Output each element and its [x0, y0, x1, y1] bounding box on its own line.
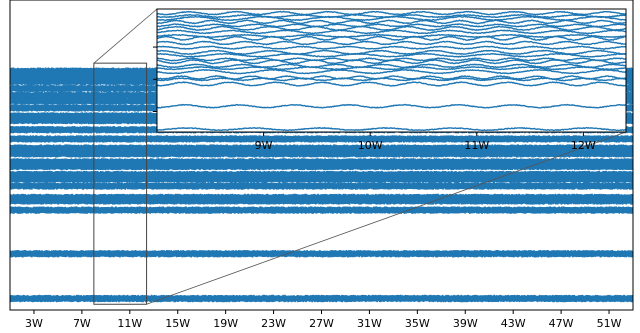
series-line: [10, 193, 633, 202]
inset-series-line: [157, 49, 626, 56]
x-tick-label: 39W: [453, 317, 478, 330]
x-tick-label: 31W: [357, 317, 382, 330]
x-tick-label: 3W: [25, 317, 43, 330]
zoom-region-rect: [93, 62, 148, 305]
inset-series-line: [157, 126, 626, 132]
inset-series-line: [157, 19, 626, 25]
inset-series-line: [157, 81, 626, 87]
series-line: [10, 158, 633, 166]
x-tick-label: 43W: [501, 317, 526, 330]
series-line: [10, 294, 633, 303]
x-tick-label: 47W: [549, 317, 574, 330]
series-line: [10, 250, 633, 258]
series-line: [10, 170, 633, 179]
inset-series-line: [157, 23, 626, 28]
inset-series-line: [157, 103, 626, 109]
inset-frame: [156, 8, 627, 133]
inset-x-tick-label: 12W: [571, 139, 596, 152]
inset-series-line: [157, 35, 626, 42]
x-tick-label: 19W: [213, 317, 238, 330]
inset-x-axis: 9W 10W 11W 12W: [153, 46, 596, 152]
zoom-connector-line: [146, 131, 627, 305]
inset-series-line: [157, 63, 626, 69]
inset-series-line: [157, 75, 626, 81]
x-tick-label: 27W: [309, 317, 334, 330]
inset-series-group: [157, 10, 626, 132]
x-tick-label: 51W: [597, 317, 622, 330]
inset-plot-area: 9W 10W 11W 12W: [153, 8, 627, 152]
inset-x-tick-label: 9W: [255, 139, 273, 152]
series-line: [10, 144, 633, 152]
series-line: [10, 135, 633, 143]
series-line: [10, 182, 633, 190]
inset-series-line: [157, 68, 626, 75]
x-tick-label: 11W: [117, 317, 142, 330]
inset-series-line: [157, 40, 626, 46]
zoom-indicator: [93, 8, 627, 305]
x-tick-label: 15W: [165, 317, 190, 330]
zoom-connector-line: [93, 8, 158, 64]
inset-series-line: [157, 45, 626, 50]
x-tick-label: 35W: [405, 317, 430, 330]
inset-series-line: [157, 13, 626, 19]
inset-x-tick-label: 11W: [464, 139, 489, 152]
inset-series-line: [157, 29, 626, 35]
inset-series-line: [157, 33, 626, 39]
x-tick-label: 7W: [73, 317, 91, 330]
inset-series-line: [157, 25, 626, 32]
inset-series-line: [157, 57, 626, 62]
inset-x-tick-label: 10W: [358, 139, 383, 152]
x-tick-label: 23W: [261, 317, 286, 330]
inset-series-line: [157, 65, 626, 71]
series-line: [10, 206, 633, 214]
inset-series-line: [157, 52, 626, 58]
inset-series-line: [157, 10, 626, 16]
x-axis: 3W 7W 11W 15W 19W 23W 27W 31W 35W 39W 43W 47W 51W: [25, 310, 622, 330]
